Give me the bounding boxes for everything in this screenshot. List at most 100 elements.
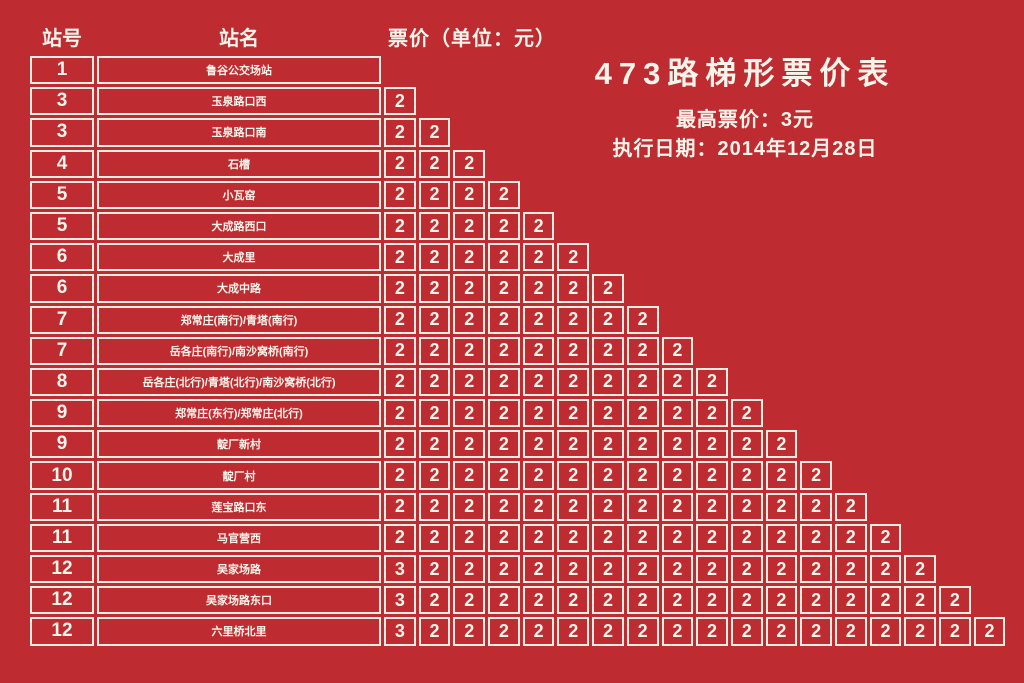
fare-cell: 2	[557, 617, 590, 646]
fare-cell: 2	[592, 492, 624, 521]
fare-cell: 2	[522, 211, 555, 241]
fare-cell: 2	[765, 555, 798, 584]
fare-cell: 2	[696, 367, 728, 397]
column-header-station-number: 站号	[42, 28, 82, 50]
fare-cell: 2	[453, 305, 486, 334]
fare-cell: 2	[592, 305, 624, 334]
fare-cell: 2	[661, 461, 694, 490]
station-name-cell: 郑常庄(南行)/青塔(南行)	[97, 305, 381, 334]
fare-cell: 2	[384, 430, 416, 459]
fare-cell: 2	[384, 149, 416, 178]
fare-cell: 2	[522, 367, 555, 397]
fare-cell: 2	[488, 305, 520, 334]
fare-cell: 2	[557, 555, 590, 584]
station-name-cell: 岳各庄(南行)/南沙窝桥(南行)	[97, 336, 381, 365]
station-name-cell: 莲宝路口东	[97, 492, 381, 521]
fare-cell: 2	[592, 399, 624, 428]
station-name-cell: 马官营西	[97, 523, 381, 552]
fare-cell: 2	[557, 523, 590, 552]
station-number-cell: 12	[30, 617, 94, 646]
fare-cell: 2	[418, 180, 451, 209]
fare-cell: 2	[730, 617, 763, 646]
fare-cell: 2	[384, 87, 416, 116]
station-number-cell: 11	[30, 492, 94, 521]
station-name-cell: 大成路西口	[97, 211, 381, 241]
table-row: 1 鲁谷公交场站	[30, 56, 1005, 85]
fare-cell: 2	[557, 492, 590, 521]
fare-cell: 2	[418, 492, 451, 521]
fare-cell: 2	[522, 555, 555, 584]
fare-cell: 2	[384, 367, 416, 397]
fare-cell: 2	[939, 586, 971, 615]
table-row: 3 玉泉路口西 2	[30, 87, 1005, 116]
fare-cell: 2	[592, 586, 624, 615]
fare-cell: 2	[384, 492, 416, 521]
fare-cell: 2	[453, 492, 486, 521]
fare-cell: 2	[418, 555, 451, 584]
fare-cell: 2	[661, 367, 694, 397]
fare-cell: 2	[834, 617, 867, 646]
fare-cell: 2	[488, 274, 520, 303]
fare-cell: 2	[730, 461, 763, 490]
fare-cell: 2	[418, 305, 451, 334]
fare-cell: 2	[730, 555, 763, 584]
station-name-cell: 大成里	[97, 243, 381, 272]
station-name-cell: 小瓦窑	[97, 180, 381, 209]
fare-cell: 2	[557, 586, 590, 615]
fare-cell: 2	[869, 523, 902, 552]
fare-cell: 2	[488, 461, 520, 490]
station-name-cell: 石槽	[97, 149, 381, 178]
fare-cell: 2	[384, 243, 416, 272]
fare-cell: 2	[592, 523, 624, 552]
fare-cell: 2	[800, 617, 832, 646]
fare-cell: 2	[696, 523, 728, 552]
fare-cell: 2	[661, 617, 694, 646]
fare-cell: 2	[869, 586, 902, 615]
fare-cell: 2	[800, 555, 832, 584]
fare-cell: 2	[384, 461, 416, 490]
fare-cell: 2	[522, 399, 555, 428]
station-number-cell: 9	[30, 430, 94, 459]
fare-cell: 2	[522, 523, 555, 552]
fare-cell: 2	[522, 430, 555, 459]
station-number-cell: 12	[30, 555, 94, 584]
station-name-cell: 大成中路	[97, 274, 381, 303]
station-name-cell: 靛厂村	[97, 461, 381, 490]
fare-cell: 3	[384, 555, 416, 584]
fare-cell: 2	[626, 430, 659, 459]
fare-cell: 2	[696, 492, 728, 521]
fare-cell: 2	[557, 336, 590, 365]
fare-cell: 2	[626, 555, 659, 584]
fare-cell: 2	[453, 461, 486, 490]
fare-cell: 2	[384, 399, 416, 428]
fare-cell: 2	[904, 586, 936, 615]
fare-cell: 2	[418, 211, 451, 241]
fare-cell: 2	[418, 336, 451, 365]
fare-cell: 3	[384, 617, 416, 646]
fare-cell: 2	[488, 336, 520, 365]
station-name-cell: 靛厂新村	[97, 430, 381, 459]
fare-cell: 2	[384, 118, 416, 147]
station-name-cell: 玉泉路口西	[97, 87, 381, 116]
fare-cell: 2	[834, 523, 867, 552]
station-number-cell: 10	[30, 461, 94, 490]
station-number-cell: 6	[30, 243, 94, 272]
column-header-station-name: 站名	[219, 28, 259, 50]
fare-cell: 2	[626, 523, 659, 552]
fare-cell: 2	[800, 461, 832, 490]
fare-cell: 2	[522, 336, 555, 365]
fare-cell: 2	[730, 492, 763, 521]
fare-cell: 2	[696, 617, 728, 646]
station-number-cell: 3	[30, 87, 94, 116]
fare-cell: 2	[765, 430, 798, 459]
